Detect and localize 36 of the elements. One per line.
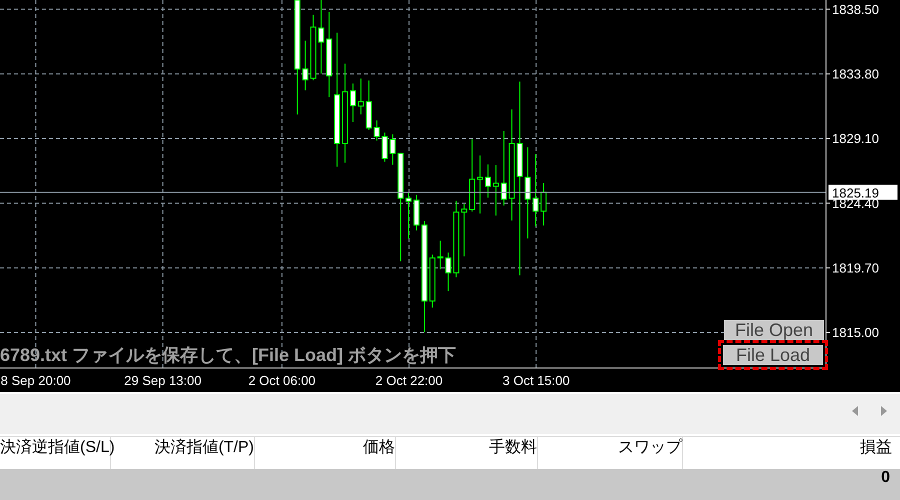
x-tick-label: 29 Sep 13:00	[124, 373, 202, 388]
text: 損益	[860, 439, 892, 456]
text: 決済逆指値(S/L)	[0, 439, 115, 456]
y-tick-label: 1829.10	[832, 131, 879, 146]
candlestick	[350, 83, 356, 123]
candlestick	[406, 192, 412, 240]
y-tick-label: 1815.00	[832, 325, 879, 340]
x-tick-label: 3 Oct 15:00	[502, 373, 570, 388]
x-tick-label: 2 Oct 06:00	[248, 373, 316, 388]
y-tick-label: 1833.80	[832, 66, 879, 82]
file-open-button: File Open	[724, 320, 824, 340]
candlestick	[492, 164, 499, 216]
candlestick	[484, 164, 491, 198]
annotation: File Load	[723, 345, 823, 365]
text: 価格	[363, 439, 395, 456]
y-tick-label: 1838.50	[832, 2, 879, 17]
candlestick	[532, 154, 539, 227]
annotation: 6789.txt ファイルを保存して、[File Load] ボタンを押下	[0, 344, 456, 367]
candlestick	[524, 146, 531, 239]
candlestick	[500, 130, 507, 206]
candlestick	[302, 40, 308, 91]
text: 手数料	[489, 439, 537, 456]
text: スワップ	[618, 439, 682, 456]
ref-line-label: 1825.19	[832, 185, 879, 200]
x-tick-label: 2 Oct 22:00	[375, 373, 443, 388]
candlestick	[540, 182, 547, 226]
text: 決済指値(T/P)	[154, 439, 254, 456]
file-load-button: File Load	[718, 340, 828, 370]
text: 0	[881, 469, 890, 487]
candlestick	[461, 203, 468, 257]
candlestick	[390, 134, 396, 166]
y-tick-label: 1819.70	[832, 260, 879, 276]
candlestick	[477, 154, 484, 214]
candlestick	[437, 240, 444, 270]
candlestick	[358, 78, 364, 115]
x-tick-label: 8 Sep 20:00	[0, 373, 71, 388]
